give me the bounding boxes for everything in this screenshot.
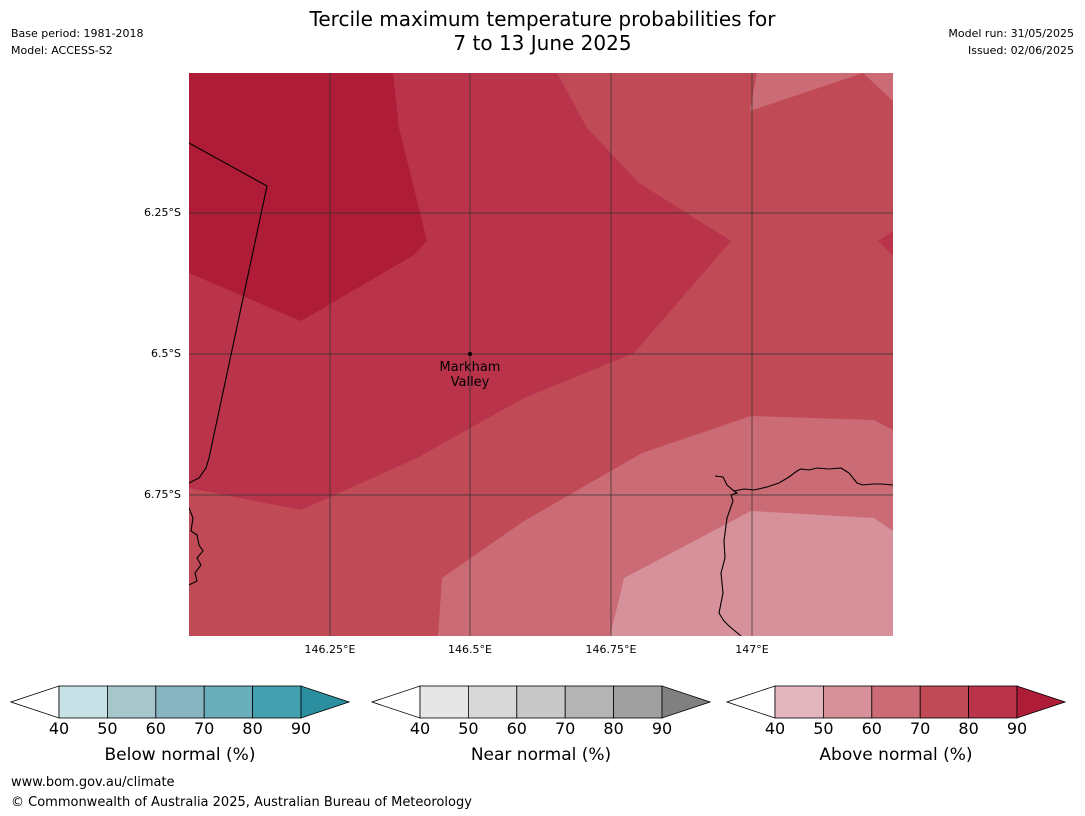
colorbar-segment — [419, 685, 469, 719]
base-period: Base period: 1981-2018 — [11, 27, 144, 40]
colorbar-segment — [203, 685, 253, 719]
colorbar-segment — [823, 685, 873, 719]
lon-label-146-75: 146.75°E — [585, 643, 637, 656]
colorbar-segment — [107, 685, 157, 719]
colorbar-tick-label: 60 — [506, 719, 527, 738]
colorbar-above-ticks: 40 50 60 70 80 90 — [726, 719, 1066, 739]
shade-80-90-east — [878, 231, 893, 256]
colorbar-segment — [564, 685, 614, 719]
colorbar-near-ticks: 40 50 60 70 80 90 — [371, 719, 711, 739]
shade-60-70-ne-2 — [717, 73, 863, 111]
colorbar-tick-label: 70 — [910, 719, 931, 738]
colorbar-tick-label: 70 — [194, 719, 215, 738]
place-name-line-1: Markham — [439, 360, 501, 375]
colorbar-segment — [468, 685, 518, 719]
footer-copyright: © Commonwealth of Australia 2025, Austra… — [11, 795, 472, 810]
model-run: Model run: 31/05/2025 — [948, 27, 1074, 40]
colorbar-tick-label: 50 — [97, 719, 118, 738]
colorbar-segment-under — [10, 685, 60, 719]
colorbar-tick-label: 80 — [242, 719, 263, 738]
colorbar-tick-label: 60 — [861, 719, 882, 738]
province-boundary — [189, 142, 268, 484]
place-marker — [468, 352, 472, 356]
lat-label-6-75: 6.75°S — [144, 488, 181, 501]
lat-label-6-5: 6.5°S — [151, 347, 181, 360]
colorbar-segment-over — [1016, 685, 1066, 719]
colorbar-near-normal — [371, 685, 711, 719]
colorbar-tick-label: 40 — [48, 719, 70, 738]
colorbar-tick-label: 70 — [555, 719, 576, 738]
east-coastline — [714, 475, 742, 636]
colorbar-above-normal — [726, 685, 1066, 719]
colorbar-tick-label: 40 — [409, 719, 431, 738]
colorbar-segment — [968, 685, 1018, 719]
colorbar-below-normal — [10, 685, 350, 719]
lon-label-147: 147°E — [735, 643, 769, 656]
colorbar-segment-over — [300, 685, 350, 719]
colorbar-segment — [871, 685, 921, 719]
colorbar-tick-label: 90 — [290, 719, 312, 738]
colorbar-tick-label: 60 — [145, 719, 166, 738]
chart-title: Tercile maximum temperature probabilitie… — [0, 7, 1085, 55]
title-line-1: Tercile maximum temperature probabilitie… — [309, 7, 776, 31]
legend-title-near-normal: Near normal (%) — [470, 745, 612, 765]
colorbar-below-ticks: 40 50 60 70 80 90 — [10, 719, 350, 739]
coastline — [189, 142, 893, 636]
colorbar-tick-label: 90 — [651, 719, 673, 738]
colorbar-segment-over — [661, 685, 711, 719]
colorbar-tick-label: 80 — [603, 719, 624, 738]
shade-60-70-ne — [717, 73, 893, 101]
colorbar-tick-label: 80 — [958, 719, 979, 738]
title-line-2: 7 to 13 June 2025 — [453, 31, 632, 55]
gulf-coastline — [733, 467, 893, 492]
legend-title-below-normal: Below normal (%) — [104, 745, 256, 765]
model-name: Model: ACCESS-S2 — [11, 44, 113, 57]
colorbar-segment — [774, 685, 824, 719]
lon-label-146-25: 146.25°E — [304, 643, 356, 656]
colorbar-tick-label: 40 — [764, 719, 786, 738]
issued-date: Issued: 02/06/2025 — [967, 44, 1074, 57]
place-name-line-2: Valley — [450, 375, 490, 390]
colorbar-segment-under — [371, 685, 421, 719]
footer-url: www.bom.gov.au/climate — [11, 775, 175, 790]
colorbar-segment-under — [726, 685, 776, 719]
lon-label-146-5: 146.5°E — [448, 643, 492, 656]
graticule — [189, 73, 893, 636]
colorbar-segment — [252, 685, 302, 719]
colorbar-segment — [155, 685, 205, 719]
colorbar-segment — [613, 685, 663, 719]
shade-above-90 — [189, 73, 427, 321]
west-coastline — [189, 507, 204, 586]
colorbar-tick-label: 90 — [1006, 719, 1028, 738]
colorbar-segment — [919, 685, 969, 719]
colorbar-segment — [58, 685, 108, 719]
probability-map — [189, 73, 893, 636]
colorbar-tick-label: 50 — [458, 719, 479, 738]
place-label-markham-valley: Markham Valley — [420, 360, 520, 390]
colorbar-segment — [516, 685, 566, 719]
lat-label-6-25: 6.25°S — [144, 206, 181, 219]
legend-title-above-normal: Above normal (%) — [819, 745, 973, 765]
colorbar-tick-label: 50 — [813, 719, 834, 738]
